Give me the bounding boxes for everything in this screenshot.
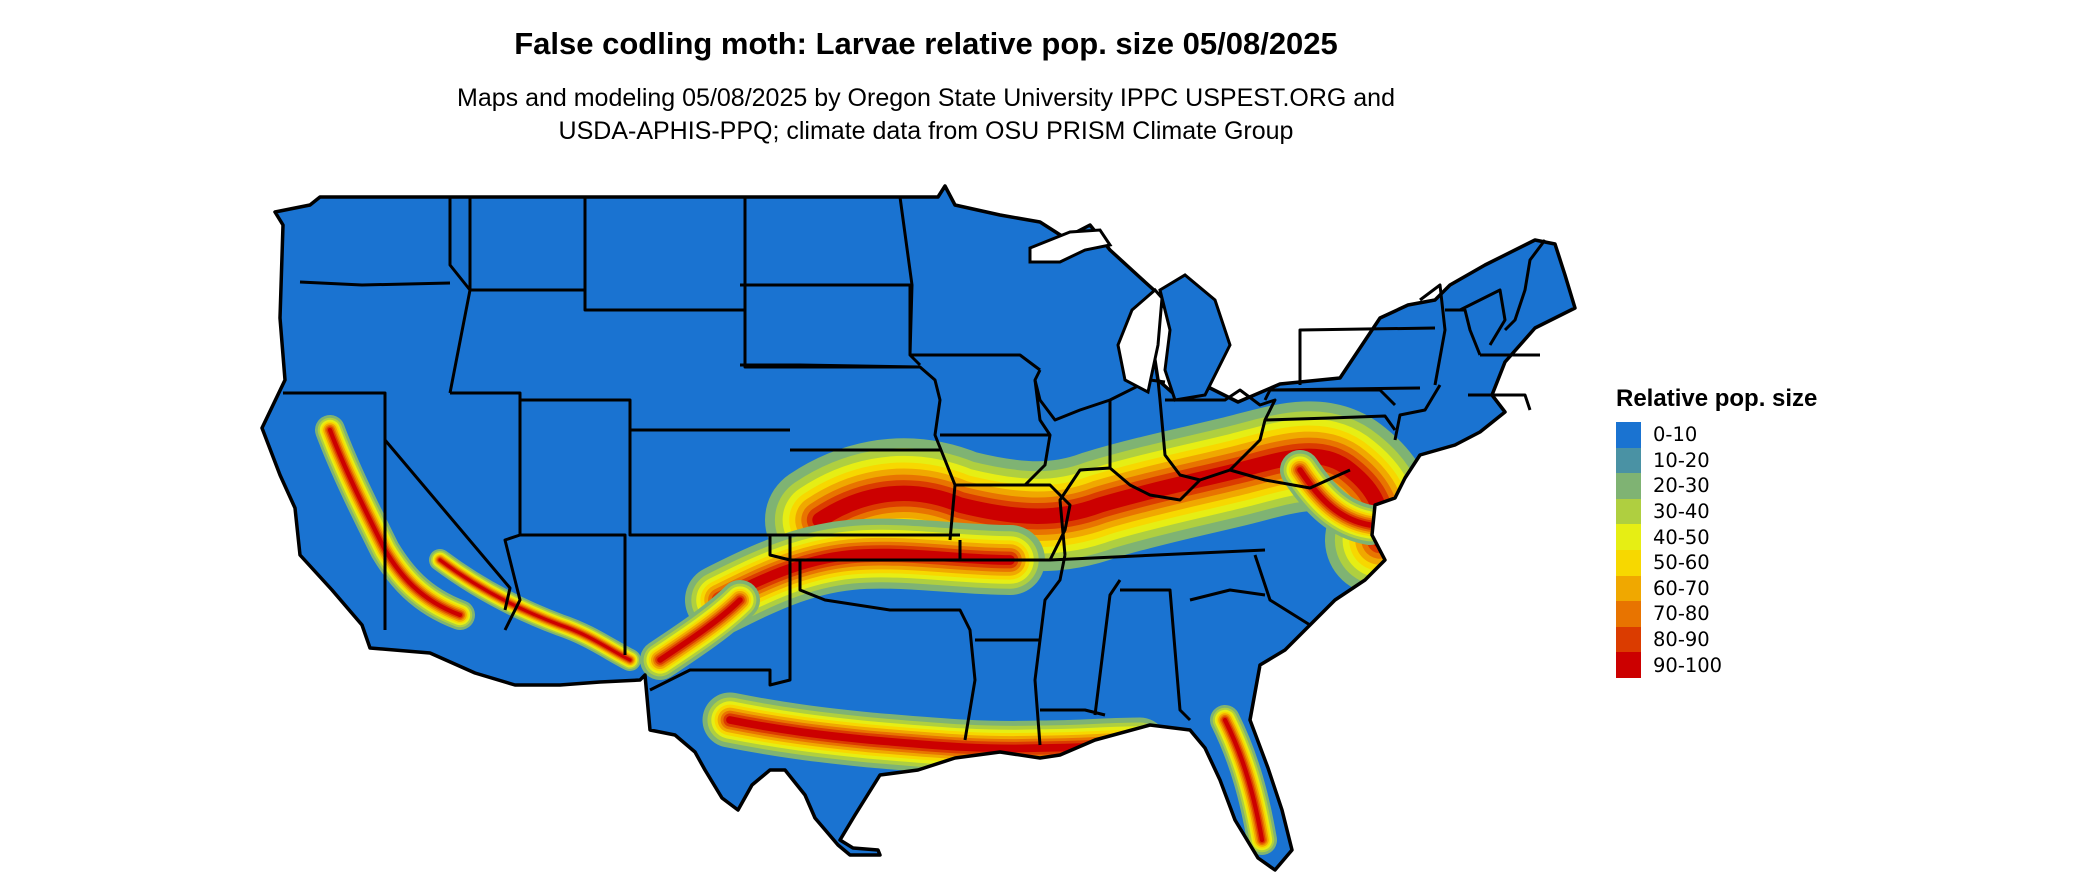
legend-swatch (1616, 549, 1641, 576)
legend-swatch (1616, 601, 1641, 627)
legend-item: 80-90 (1616, 626, 1817, 653)
legend-item: 70-80 (1616, 601, 1817, 627)
legend-title: Relative pop. size (1616, 385, 1818, 412)
legend-swatch (1616, 447, 1641, 474)
subtitle-line-1: Maps and modeling 05/08/2025 by Oregon S… (457, 84, 1395, 112)
subtitle-line-2: USDA-APHIS-PPQ; climate data from OSU PR… (558, 117, 1294, 145)
legend-label: 30-40 (1653, 500, 1710, 524)
legend-label: 90-100 (1653, 653, 1723, 677)
legend-item: 0-10 (1616, 422, 1817, 448)
legend-swatch (1616, 498, 1641, 525)
map-subtitle: Maps and modeling 05/08/2025 by Oregon S… (0, 82, 1852, 148)
legend-swatch (1616, 575, 1641, 602)
legend-item: 20-30 (1616, 473, 1817, 499)
heat-band (812, 448, 1389, 548)
heat-band (1297, 467, 1373, 528)
legend-item: 30-40 (1616, 498, 1817, 525)
legend-swatch (1616, 422, 1641, 448)
legend-label: 60-70 (1653, 576, 1710, 600)
heat-band (715, 548, 1015, 605)
heat-band (657, 597, 743, 663)
legend: Relative pop. size 0-10 10-20 20-30 30-40 40… (1616, 385, 1817, 678)
great-lakes (1028, 228, 1232, 402)
legend-item: 10-20 (1616, 447, 1817, 474)
legend-item: 90-100 (1616, 652, 1817, 678)
legend-swatch (1616, 524, 1641, 550)
legend-item: 50-60 (1616, 549, 1817, 576)
legend-swatch (1616, 652, 1641, 678)
legend-item: 40-50 (1616, 524, 1817, 550)
legend-swatch (1616, 626, 1641, 653)
legend-label: 0-10 (1653, 423, 1698, 447)
heat-band (1222, 717, 1265, 843)
heat-band (438, 558, 632, 662)
legend-label: 80-90 (1653, 628, 1710, 652)
legend-label: 70-80 (1653, 602, 1710, 626)
legend-label: 50-60 (1653, 551, 1710, 575)
us-map (260, 184, 1577, 872)
legend-label: 10-20 (1653, 448, 1710, 472)
legend-items: 0-10 10-20 20-30 30-40 40-50 50-60 60-70 70-80 8… (1616, 422, 1817, 678)
legend-label: 20-30 (1653, 474, 1710, 498)
map-title: False codling moth: Larvae relative pop.… (514, 26, 1338, 61)
legend-label: 40-50 (1653, 525, 1710, 549)
legend-item: 60-70 (1616, 575, 1817, 602)
legend-swatch (1616, 473, 1641, 499)
state-borders (283, 196, 1547, 746)
